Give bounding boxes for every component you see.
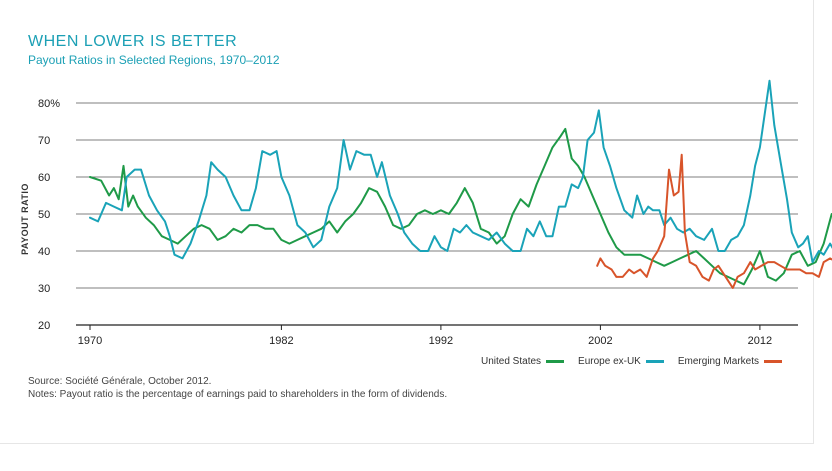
legend: United States Europe ex-UK Emerging Market… (467, 356, 782, 367)
y-tick-label-30: 30 (38, 283, 50, 295)
y-tick-label-40: 40 (38, 246, 50, 258)
x-tick-label-2002: 2002 (588, 335, 612, 347)
y-tick-label-70: 70 (38, 135, 50, 147)
y-tick-label-50: 50 (38, 209, 50, 221)
legend-swatch (645, 360, 664, 363)
y-tick-label-20: 20 (38, 320, 50, 332)
x-tick-label-1970: 1970 (78, 335, 102, 347)
source-note: Source: Société Générale, October 2012. (28, 376, 212, 387)
y-tick-label-60: 60 (38, 172, 50, 184)
series-line-emerging-markets (596, 153, 832, 289)
chart-title: WHEN LOWER IS BETTER (28, 33, 238, 50)
legend-swatch (764, 360, 782, 363)
x-tick-label-1992: 1992 (429, 335, 453, 347)
legend-swatch (546, 360, 565, 363)
chart-panel (0, 0, 814, 444)
legend-label: United States (481, 356, 542, 367)
series-line-europe-ex-uk (89, 79, 832, 264)
series-line-united-states (89, 127, 832, 286)
legend-label: Emerging Markets (677, 356, 759, 367)
legend-label: Europe ex-UK (578, 356, 641, 367)
x-tick-label-2012: 2012 (748, 335, 772, 347)
chart-subtitle: Payout Ratios in Selected Regions, 1970–… (28, 53, 280, 67)
legend-item-europe-ex-uk: Europe ex-UK (578, 356, 664, 367)
legend-item-emerging-markets: Emerging Markets (678, 356, 782, 367)
legend-item-united-states: United States (481, 356, 565, 367)
y-tick-label-80: 80% (38, 98, 60, 110)
x-tick-label-1982: 1982 (269, 335, 293, 347)
notes-text: Notes: Payout ratio is the percentage of… (28, 389, 448, 400)
